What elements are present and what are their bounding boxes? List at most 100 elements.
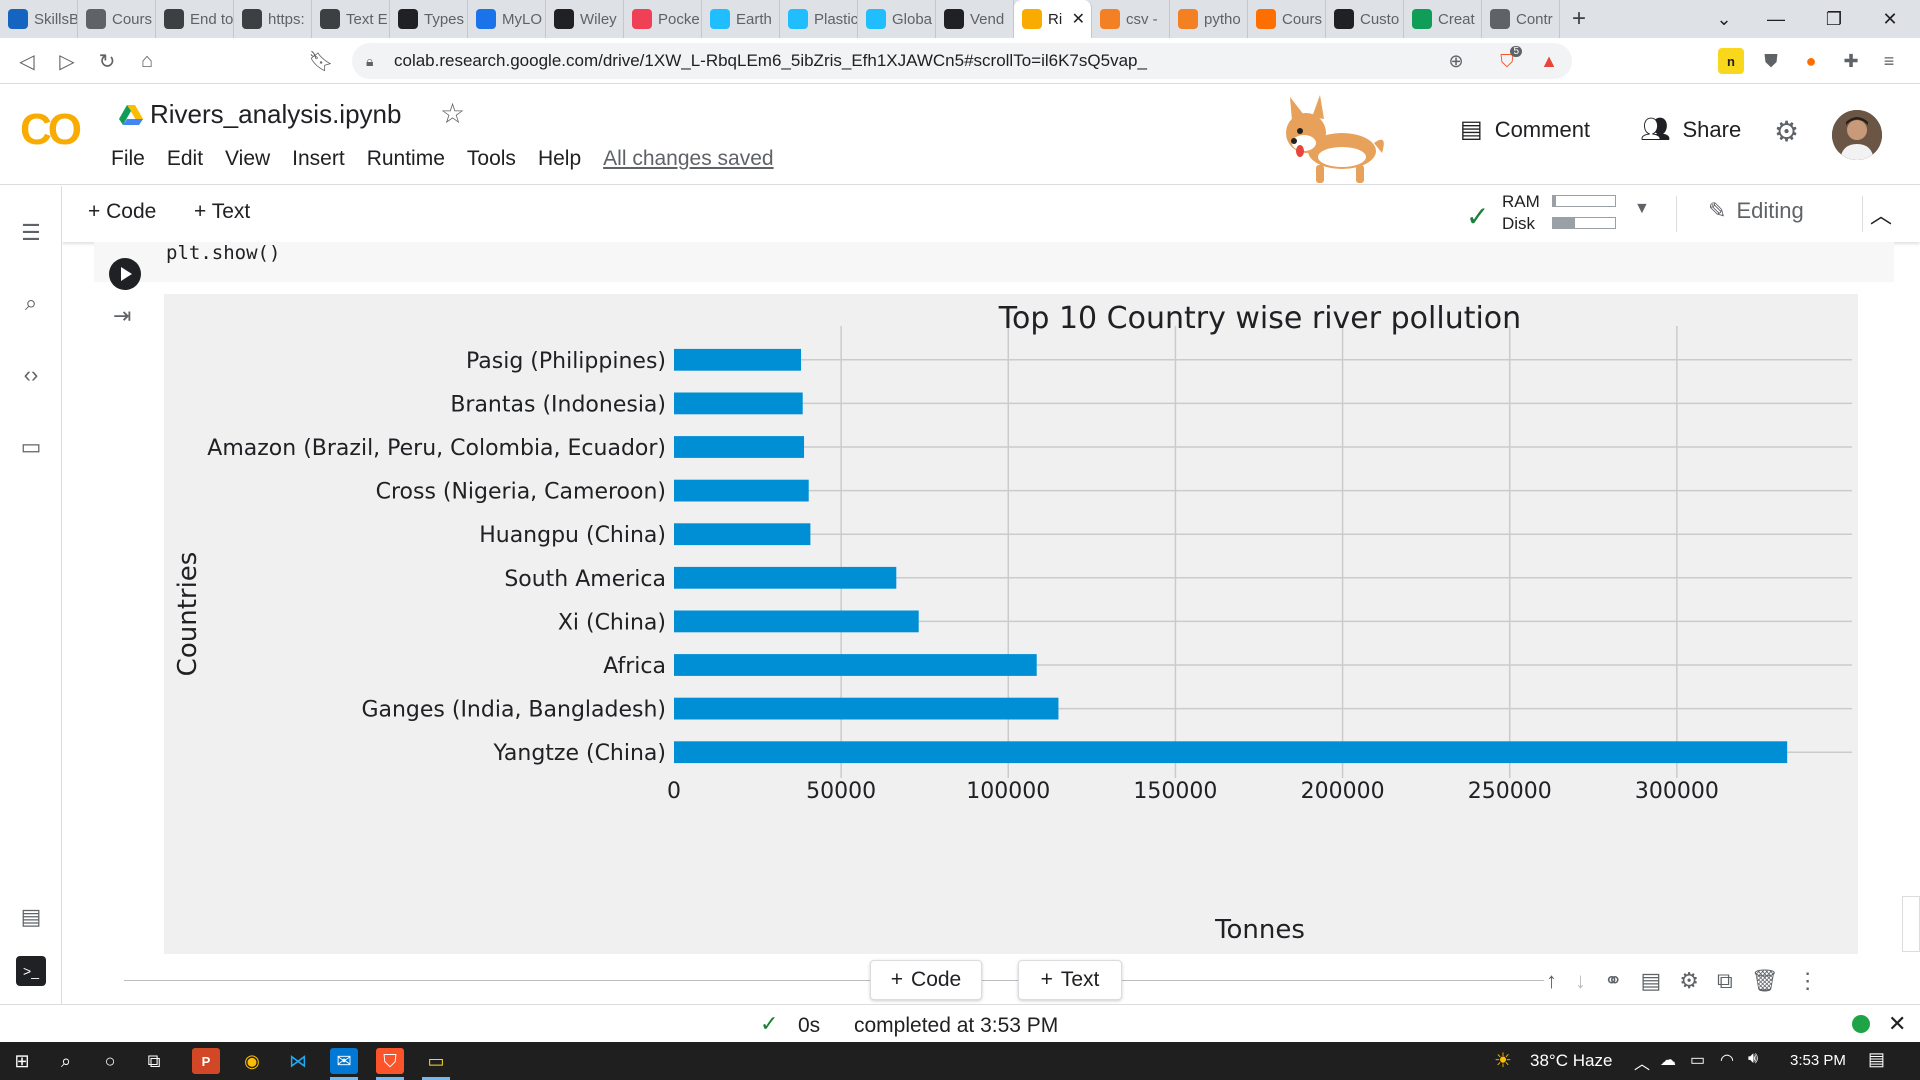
search-icon[interactable]: ⌕	[24, 290, 38, 315]
more-options-icon[interactable]: ⋮	[1796, 968, 1819, 993]
menu-help[interactable]: Help	[537, 147, 582, 170]
browser-tab[interactable]: Cours	[1248, 0, 1326, 38]
code-cell[interactable]: plt.show()	[94, 242, 1894, 282]
add-code-button[interactable]: + Code	[88, 200, 157, 223]
extensions-puzzle-icon[interactable]: ✚	[1843, 50, 1859, 71]
mail-icon[interactable]: ✉	[330, 1048, 358, 1074]
table-of-contents-icon[interactable]: ☰	[21, 220, 41, 245]
vscode-icon[interactable]: ⋈	[289, 1050, 307, 1071]
browser-tab[interactable]: Contr	[1482, 0, 1560, 38]
collapse-header-icon[interactable]: ︿	[1870, 203, 1893, 228]
browser-tab[interactable]: Earth	[702, 0, 780, 38]
add-text-cell-button[interactable]: + Text	[1018, 960, 1122, 1000]
browser-tab[interactable]: Wiley	[546, 0, 624, 38]
battery-icon[interactable]: ▭	[1690, 1052, 1706, 1069]
browser-tab[interactable]: Vend	[936, 0, 1014, 38]
brave-taskbar-icon[interactable]: ⛉	[376, 1048, 404, 1074]
move-cell-up-icon[interactable]: ↑	[1546, 968, 1557, 993]
browser-tab[interactable]: End to	[156, 0, 234, 38]
browser-tab[interactable]: Types	[390, 0, 468, 38]
browser-tab[interactable]: Globa	[858, 0, 936, 38]
browser-tab[interactable]: Text E	[312, 0, 390, 38]
save-status[interactable]: All changes saved	[603, 147, 774, 170]
zoom-icon[interactable]: ⊕	[1448, 50, 1464, 71]
browser-tab[interactable]: Cours	[78, 0, 156, 38]
powerpoint-icon[interactable]: P	[192, 1048, 220, 1074]
weather-text[interactable]: 38°C Haze	[1530, 1051, 1613, 1070]
add-comment-icon[interactable]: ▤	[1640, 968, 1662, 993]
disk-usage-bar[interactable]	[1552, 217, 1616, 229]
settings-gear-icon[interactable]: ⚙	[1774, 116, 1800, 147]
add-text-button[interactable]: + Text	[194, 200, 251, 223]
pocket-extension-icon[interactable]: ⛊	[1764, 50, 1778, 71]
comment-button[interactable]: ▤ Comment	[1460, 115, 1590, 144]
files-folder-icon[interactable]: ▭	[20, 434, 42, 459]
menu-insert[interactable]: Insert	[292, 147, 345, 170]
share-button[interactable]: 👥︎ Share	[1640, 115, 1741, 144]
new-tab-button[interactable]: +	[1572, 5, 1587, 32]
weather-icon[interactable]: ☀	[1494, 1050, 1512, 1072]
cell-code-text[interactable]: plt.show()	[166, 242, 281, 264]
task-view-icon[interactable]: ⧉	[147, 1050, 161, 1071]
maximize-icon[interactable]: ❐	[1825, 8, 1843, 29]
terminal-icon[interactable]: >_	[16, 956, 46, 986]
mirror-cell-icon[interactable]: ⧉	[1716, 968, 1733, 993]
browser-tab[interactable]: MyLO	[468, 0, 546, 38]
link-to-cell-icon[interactable]: ⚭	[1604, 968, 1623, 993]
delete-cell-icon[interactable]: 🗑︎	[1750, 968, 1779, 993]
menu-edit[interactable]: Edit	[166, 147, 204, 170]
menu-file[interactable]: File	[111, 147, 145, 170]
notebook-title[interactable]: Rivers_analysis.ipynb	[150, 99, 402, 129]
bookmark-icon[interactable]: 🔖︎	[308, 50, 334, 73]
scrollbar-thumb[interactable]	[1902, 896, 1920, 952]
run-cell-button[interactable]	[109, 258, 141, 290]
extension-orange-icon[interactable]: ●	[1805, 50, 1817, 71]
tab-search-icon[interactable]: ⌄	[1716, 8, 1732, 29]
brave-rewards-icon[interactable]: ▲	[1540, 50, 1558, 71]
back-icon[interactable]: ◁	[19, 50, 35, 73]
command-palette-icon[interactable]: ▤	[20, 904, 42, 929]
file-explorer-icon[interactable]: ▭	[427, 1050, 445, 1071]
browser-tab[interactable]: pytho	[1170, 0, 1248, 38]
execution-status[interactable]: completed at 3:53 PM	[854, 1014, 1059, 1037]
star-icon[interactable]: ☆	[440, 98, 466, 129]
tray-chevron-icon[interactable]: ︿	[1634, 1056, 1651, 1073]
wifi-icon[interactable]: ◠	[1720, 1052, 1734, 1069]
forward-icon[interactable]: ▷	[59, 50, 75, 73]
browser-tab[interactable]: Pocke	[624, 0, 702, 38]
editing-mode-button[interactable]: ✎ Editing	[1708, 198, 1804, 224]
code-snippets-icon[interactable]: ‹›	[23, 362, 39, 387]
menu-tools[interactable]: Tools	[466, 147, 516, 170]
browser-menu-icon[interactable]: ≡	[1883, 50, 1895, 71]
colab-logo[interactable]: CO	[20, 105, 82, 154]
move-cell-down-icon[interactable]: ↓	[1575, 968, 1586, 993]
menu-view[interactable]: View	[225, 147, 271, 170]
minimize-icon[interactable]: —	[1767, 8, 1785, 29]
browser-tab[interactable]: SkillsB	[0, 0, 78, 38]
extension-n-icon[interactable]: n	[1718, 48, 1744, 74]
close-status-icon[interactable]: ✕	[1888, 1011, 1907, 1036]
brave-shield-icon[interactable]: ⛉ 5	[1494, 46, 1522, 74]
browser-tab[interactable]: Ri ✕	[1014, 0, 1092, 38]
output-menu-icon[interactable]: ⇥	[113, 303, 132, 328]
clock-time[interactable]: 3:53 PM	[1790, 1052, 1846, 1069]
avatar[interactable]	[1832, 110, 1882, 160]
browser-tab[interactable]: csv -	[1092, 0, 1170, 38]
runtime-dropdown-icon[interactable]: ▼	[1634, 200, 1650, 217]
url-field[interactable]: 🔒︎ colab.research.google.com/drive/1XW_L…	[352, 43, 1572, 79]
browser-tab[interactable]: Plastic	[780, 0, 858, 38]
taskbar-search-icon[interactable]: ⌕	[60, 1050, 72, 1071]
home-icon[interactable]: ⌂	[140, 49, 154, 72]
menu-runtime[interactable]: Runtime	[366, 147, 445, 170]
chrome-icon[interactable]: ◉	[244, 1050, 260, 1071]
add-code-cell-button[interactable]: + Code	[870, 960, 982, 1000]
cell-settings-icon[interactable]: ⚙	[1679, 968, 1699, 993]
volume-icon[interactable]: 🔊︎	[1748, 1050, 1759, 1067]
notifications-icon[interactable]: ▤	[1868, 1049, 1886, 1069]
ram-usage-bar[interactable]	[1552, 195, 1616, 207]
close-tab-icon[interactable]: ✕	[1071, 11, 1085, 28]
browser-tab[interactable]: Creat	[1404, 0, 1482, 38]
browser-tab[interactable]: Custo	[1326, 0, 1404, 38]
windows-start-icon[interactable]: ⊞	[14, 1050, 30, 1071]
browser-tab[interactable]: https:	[234, 0, 312, 38]
